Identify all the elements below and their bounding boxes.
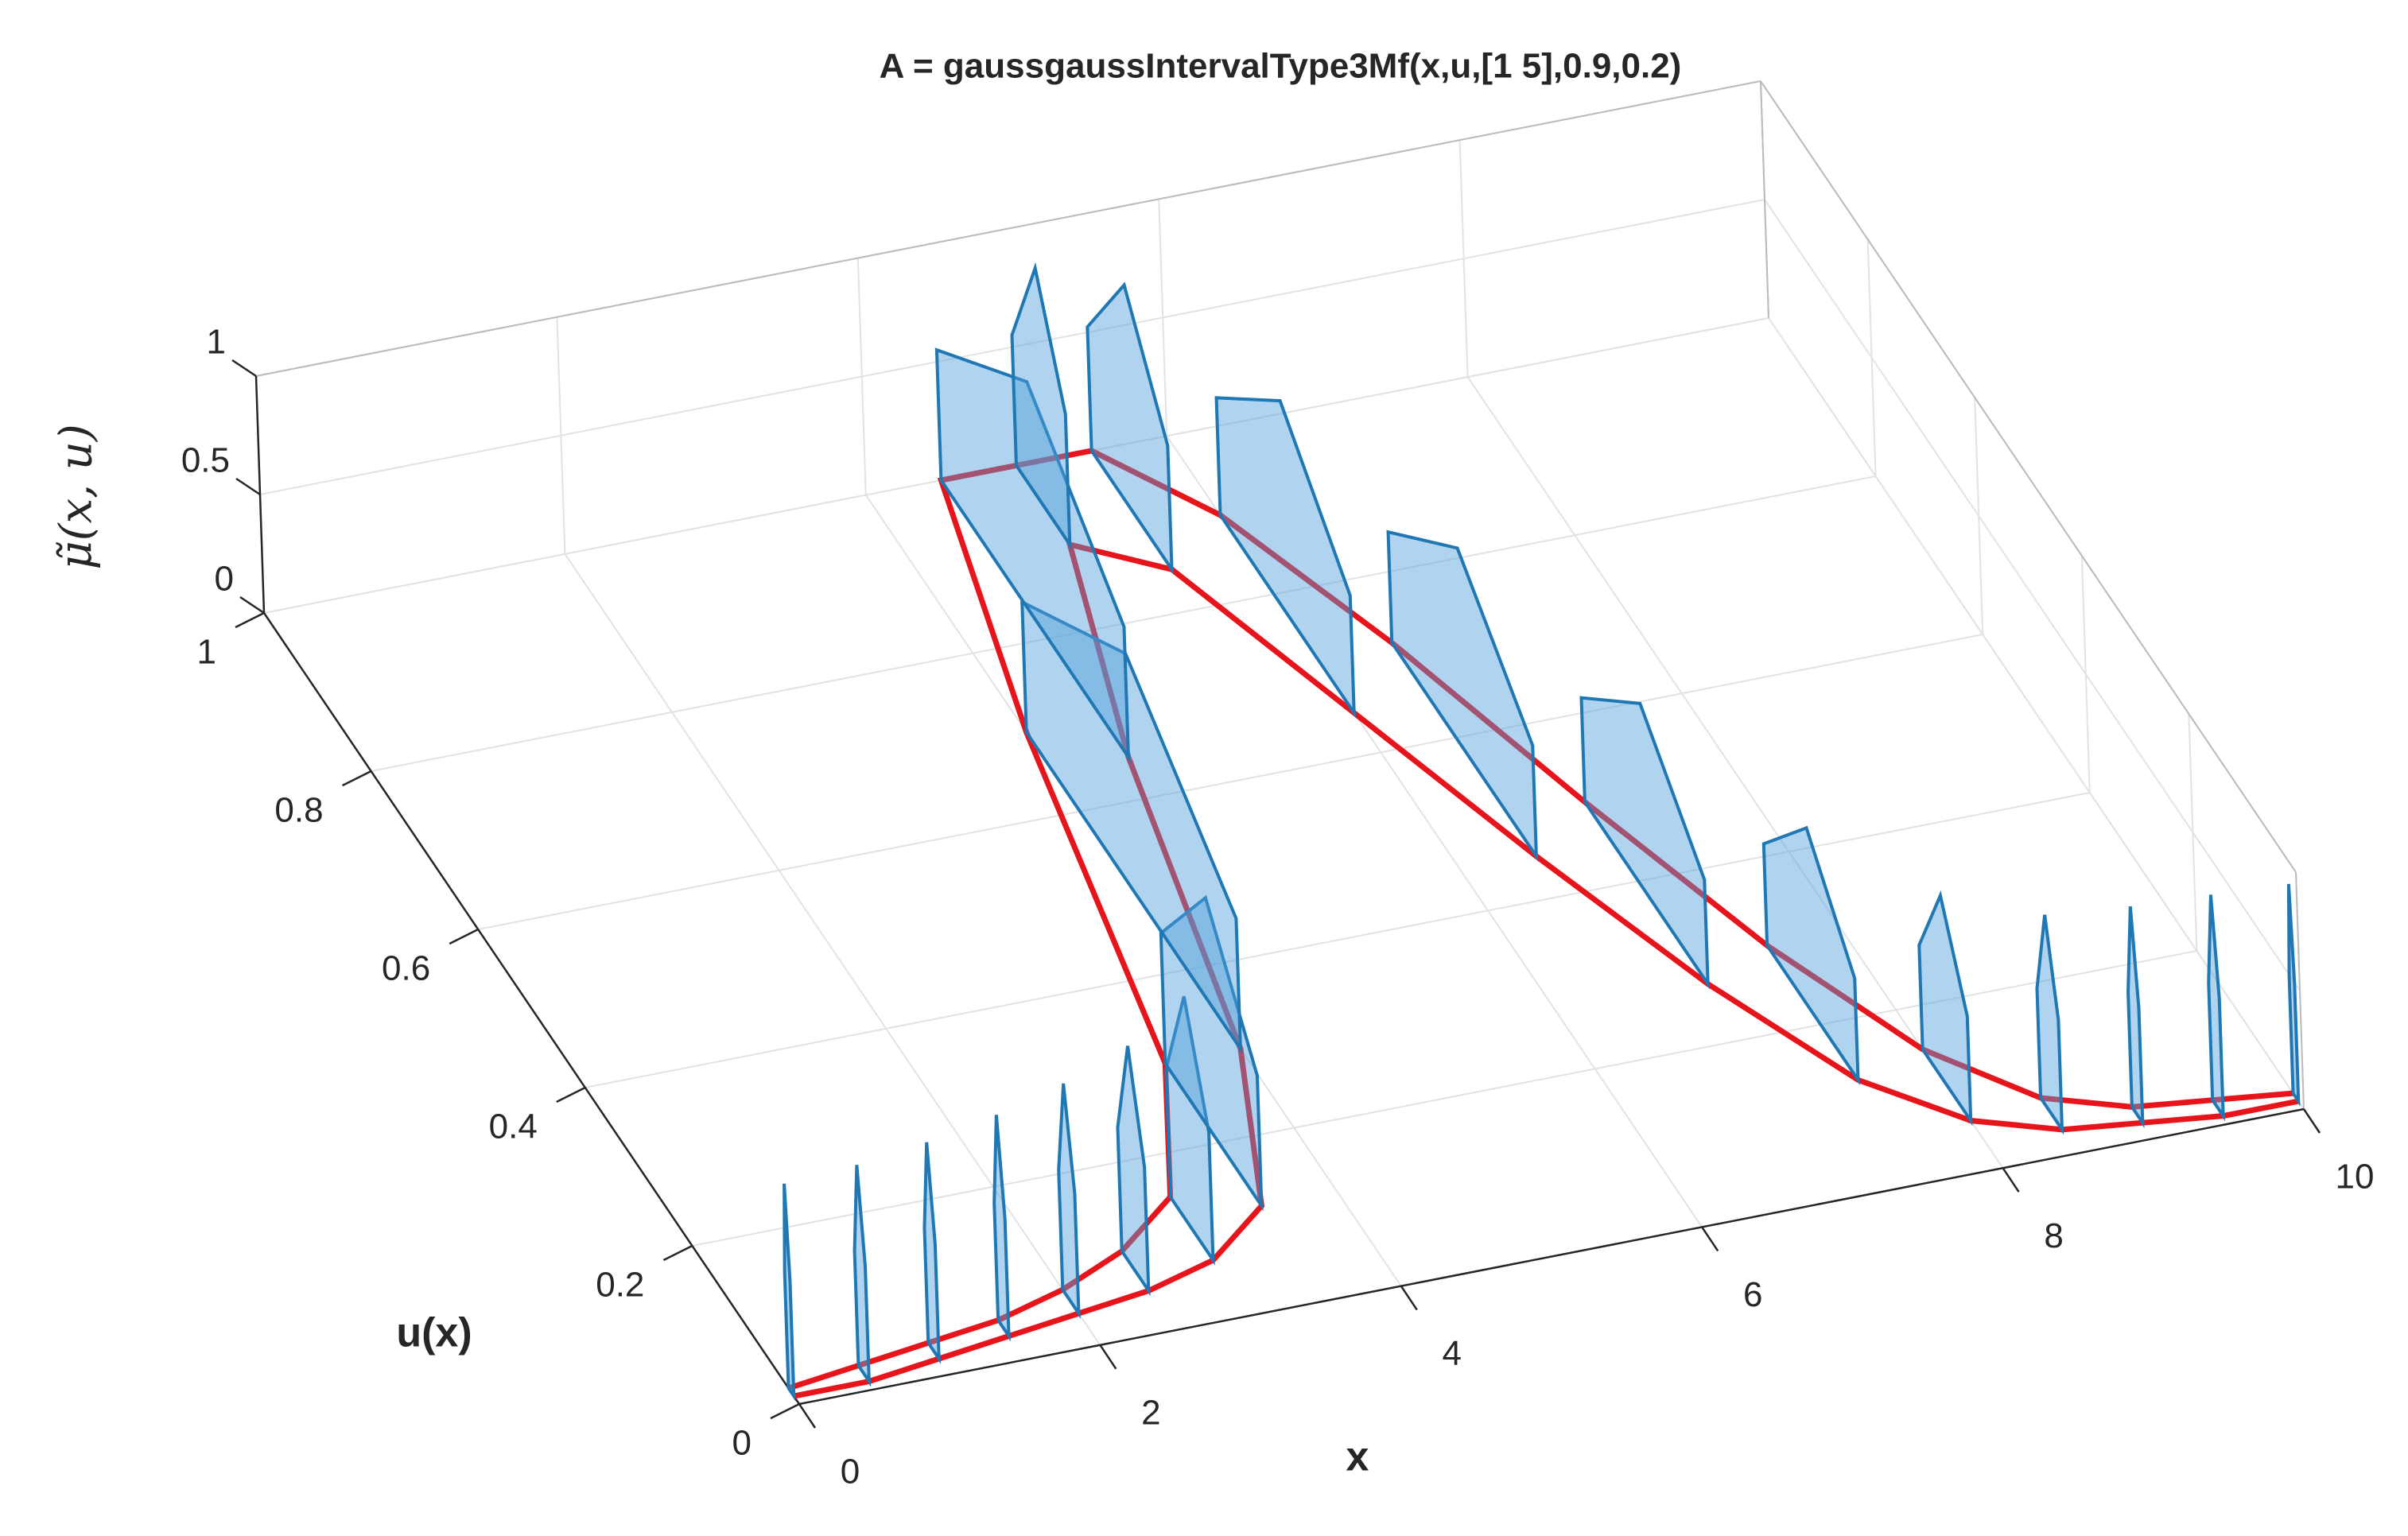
- z-tick-label: 0: [215, 560, 234, 599]
- z-axis-label: μ̃(x, u): [51, 424, 103, 569]
- axis-line: [255, 80, 1761, 377]
- secondary-mf: [992, 1115, 1011, 1342]
- grid-line: [564, 553, 1101, 1346]
- secondary-mf: [2207, 894, 2225, 1122]
- secondary-mf: [2286, 883, 2301, 1107]
- x-tick: [2002, 1167, 2020, 1193]
- fou-boundary: [787, 448, 2293, 1391]
- secondary-mf: [1917, 890, 1973, 1127]
- x-tick-label: 8: [2044, 1216, 2063, 1255]
- y-tick-label: 0: [732, 1424, 752, 1463]
- grid-line: [692, 950, 2197, 1247]
- grid-line: [1764, 199, 2301, 991]
- y-tick: [770, 1402, 800, 1420]
- secondary-mf: [1761, 825, 1860, 1086]
- secondary-mf: [1086, 281, 1174, 576]
- secondary-mf: [922, 1142, 941, 1364]
- secondary-mf: [2126, 906, 2145, 1129]
- x-tick-label: 6: [1743, 1275, 1762, 1314]
- chart-title: A = gaussgaussIntervalType3Mf(x,u,[1 5],…: [880, 47, 1682, 86]
- secondary-mf: [1214, 396, 1356, 719]
- axis-line: [798, 1107, 2305, 1406]
- grid-line: [585, 792, 2090, 1088]
- z-tick: [231, 359, 257, 378]
- secondary-mf: [1020, 599, 1243, 1054]
- x-tick: [1701, 1226, 1719, 1252]
- z-tick-label: 1: [207, 323, 226, 362]
- y-tick: [342, 770, 372, 787]
- grid-line: [478, 634, 1983, 930]
- secondary-mf: [934, 347, 1131, 763]
- y-tick: [556, 1086, 586, 1104]
- secondary-mf: [1057, 1083, 1081, 1319]
- x-tick: [2302, 1108, 2321, 1134]
- x-tick: [798, 1403, 817, 1429]
- y-tick-label: 0.6: [382, 949, 430, 988]
- y-tick-label: 1: [197, 633, 216, 672]
- secondary-mf: [1164, 995, 1215, 1266]
- y-tick: [235, 611, 265, 629]
- x-axis-label: x: [1346, 1434, 1369, 1480]
- y-axis-label: u(x): [396, 1310, 472, 1356]
- axis-line: [2295, 871, 2305, 1110]
- x-tick-label: 4: [1443, 1334, 1462, 1373]
- secondary-mf: [1010, 262, 1072, 550]
- z-tick: [235, 477, 261, 496]
- secondary-mf: [853, 1165, 872, 1387]
- x-tick: [1400, 1285, 1418, 1311]
- y-tick-label: 0.8: [274, 791, 323, 830]
- axis-line: [1760, 80, 1769, 319]
- fou-boundary: [793, 541, 2299, 1399]
- y-tick-label: 0.2: [596, 1266, 644, 1305]
- x-tick: [1099, 1344, 1117, 1370]
- grid-line: [1768, 317, 2305, 1110]
- y-tick: [662, 1244, 693, 1262]
- grid-line: [1466, 376, 2004, 1169]
- x-tick-label: 2: [1141, 1393, 1160, 1432]
- x-tick-label: 10: [2336, 1158, 2375, 1197]
- axis-line: [262, 612, 801, 1405]
- z-tick-label: 0.5: [181, 441, 230, 480]
- y-tick: [449, 928, 479, 945]
- secondary-mf: [1159, 894, 1264, 1212]
- secondary-mf: [783, 1183, 796, 1402]
- axis-line: [1760, 80, 2297, 873]
- secondary-mf: [1116, 1045, 1151, 1297]
- x-tick-label: 0: [841, 1453, 860, 1491]
- secondary-mf: [1579, 696, 1710, 990]
- secondary-mf: [2035, 914, 2064, 1135]
- z-tick: [239, 595, 265, 615]
- y-tick-label: 0.4: [489, 1107, 538, 1146]
- secondary-mf: [1386, 529, 1539, 862]
